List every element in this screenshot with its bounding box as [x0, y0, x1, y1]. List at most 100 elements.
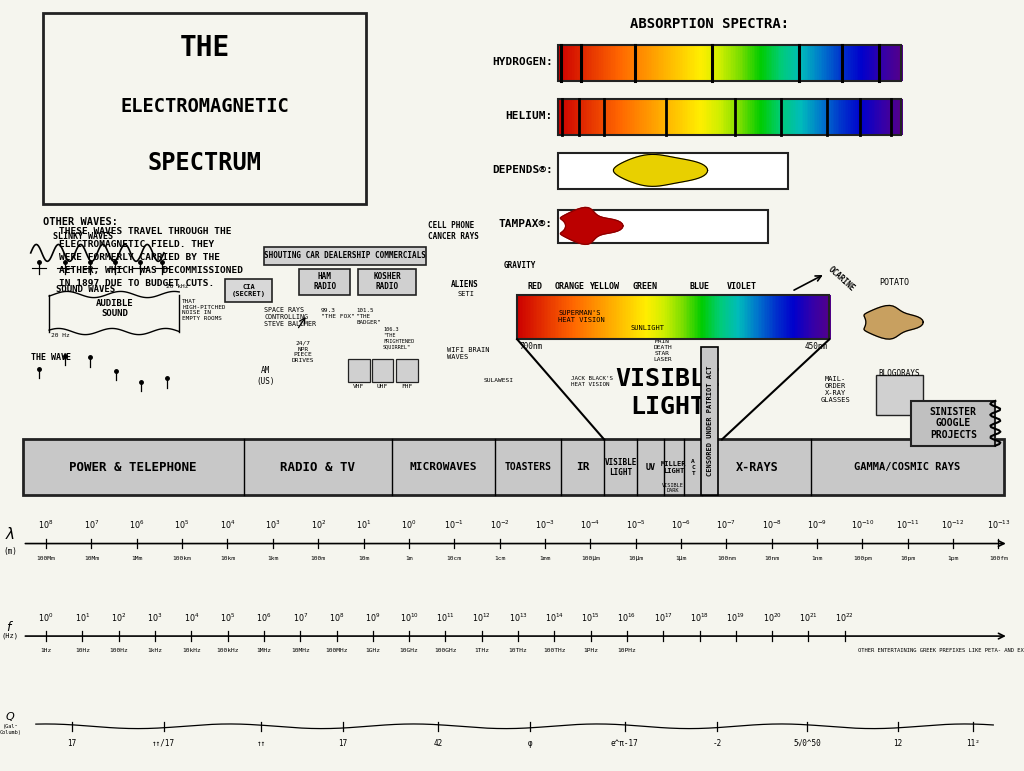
Text: VISIBLE
DARK: VISIBLE DARK	[662, 483, 684, 493]
Bar	[792, 45, 795, 81]
Bar	[709, 99, 713, 135]
Bar	[795, 295, 799, 339]
Bar	[766, 45, 769, 81]
Bar	[776, 99, 779, 135]
Bar	[713, 99, 716, 135]
Bar	[675, 295, 679, 339]
Bar	[873, 99, 878, 135]
Bar	[634, 99, 637, 135]
Bar	[697, 45, 700, 81]
Bar	[542, 295, 546, 339]
Text: CELL PHONE
CANCER RAYS: CELL PHONE CANCER RAYS	[428, 221, 479, 241]
Bar	[558, 99, 562, 135]
Bar	[665, 99, 669, 135]
Bar	[657, 99, 662, 135]
Bar	[659, 99, 664, 135]
Bar	[582, 99, 586, 135]
Bar	[655, 99, 659, 135]
Bar	[863, 99, 867, 135]
Bar	[663, 295, 666, 339]
Bar	[545, 295, 549, 339]
Bar	[746, 45, 751, 81]
Bar	[607, 295, 611, 339]
Bar	[539, 295, 543, 339]
Bar	[851, 45, 855, 81]
Bar	[728, 295, 731, 339]
Bar	[688, 99, 692, 135]
Bar	[807, 45, 811, 81]
Bar	[662, 99, 665, 135]
Bar	[833, 99, 837, 135]
Bar	[784, 45, 788, 81]
Bar	[634, 295, 638, 339]
Bar	[574, 295, 579, 339]
Bar	[809, 99, 812, 135]
Text: $10^{18}$: $10^{18}$	[690, 611, 709, 624]
Text: 100MHz: 100MHz	[326, 648, 348, 653]
Bar	[855, 45, 858, 81]
Bar	[716, 295, 719, 339]
Bar	[785, 295, 790, 339]
Bar	[632, 45, 636, 81]
Bar	[790, 45, 794, 81]
Bar	[635, 99, 639, 135]
Bar	[698, 295, 701, 339]
Text: KOSHER
RADIO: KOSHER RADIO	[373, 271, 401, 291]
Bar	[633, 295, 636, 339]
Bar	[552, 295, 555, 339]
Bar	[891, 45, 895, 81]
Text: VISIBLE
LIGHT: VISIBLE LIGHT	[604, 457, 637, 477]
Bar	[836, 99, 840, 135]
Bar	[766, 99, 769, 135]
Bar	[810, 99, 814, 135]
Bar	[591, 99, 594, 135]
Bar	[570, 45, 573, 81]
Bar	[713, 295, 716, 339]
Bar	[592, 45, 596, 81]
Bar	[764, 99, 768, 135]
Bar	[787, 99, 792, 135]
Bar	[759, 99, 763, 135]
Text: 10nm: 10nm	[764, 556, 779, 561]
Text: $10^{-8}$: $10^{-8}$	[762, 519, 781, 531]
Text: 1pm: 1pm	[947, 556, 958, 561]
Bar	[797, 99, 801, 135]
Bar	[563, 99, 567, 135]
Bar	[756, 295, 760, 339]
Bar	[738, 99, 742, 135]
Bar	[700, 45, 705, 81]
Text: ELECTROMAGNETIC: ELECTROMAGNETIC	[121, 97, 289, 116]
Bar	[615, 295, 620, 339]
Bar	[752, 295, 755, 339]
Bar	[577, 295, 580, 339]
Text: 10MHz: 10MHz	[291, 648, 309, 653]
Bar	[725, 295, 728, 339]
Bar	[656, 295, 659, 339]
Bar	[716, 45, 720, 81]
Bar	[853, 45, 857, 81]
Bar	[630, 45, 634, 81]
Bar	[647, 45, 651, 81]
Bar	[860, 99, 863, 135]
Bar	[640, 45, 644, 81]
Bar	[696, 295, 700, 339]
Bar	[670, 45, 674, 81]
Bar	[565, 45, 568, 81]
Text: (Hz): (Hz)	[2, 632, 18, 638]
Text: 10km: 10km	[220, 556, 234, 561]
Bar	[889, 99, 893, 135]
Bar	[624, 45, 627, 81]
Bar	[589, 295, 593, 339]
Bar	[528, 295, 531, 339]
Bar	[692, 295, 695, 339]
Bar	[652, 99, 656, 135]
Bar	[771, 99, 774, 135]
Bar	[686, 295, 689, 339]
Bar	[635, 45, 639, 81]
Bar	[719, 295, 722, 339]
Bar	[603, 295, 606, 339]
Text: 17: 17	[338, 739, 348, 748]
Bar	[613, 45, 616, 81]
Bar	[650, 45, 654, 81]
Bar	[858, 45, 862, 81]
